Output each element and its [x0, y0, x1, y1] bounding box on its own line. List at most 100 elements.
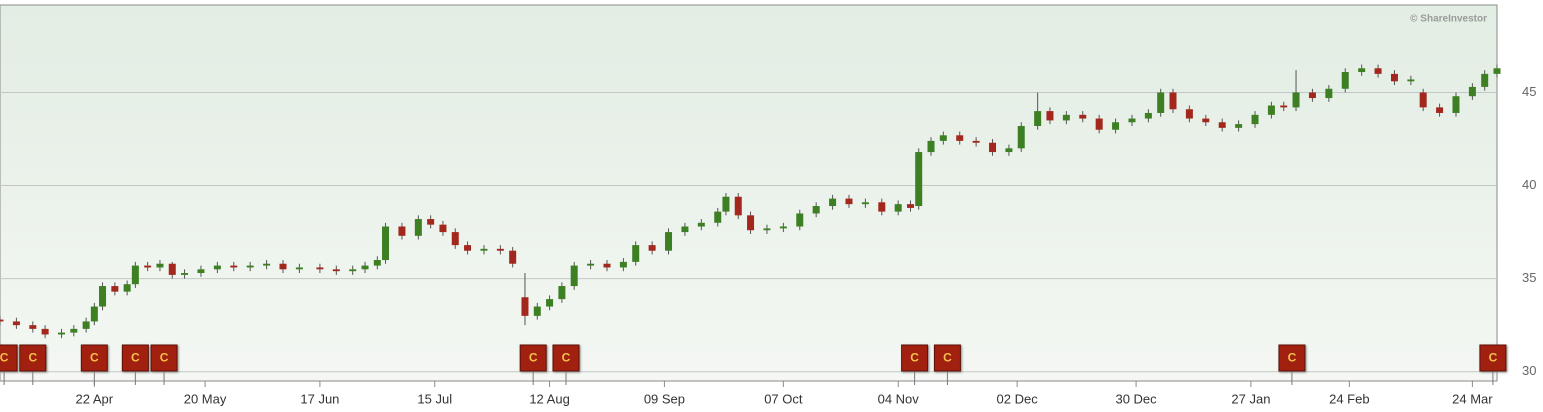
candle-body: [1079, 114, 1087, 119]
candle-body: [619, 261, 627, 268]
candle-body: [1292, 92, 1300, 108]
candle-body: [697, 222, 705, 227]
candle-body: [1112, 122, 1120, 130]
candle-body: [168, 263, 176, 275]
candle-body: [1128, 118, 1136, 123]
candle-body: [861, 202, 869, 205]
candle-body: [603, 263, 611, 268]
candle-body: [279, 263, 287, 270]
candle-body: [111, 286, 119, 292]
candle-body: [12, 321, 20, 326]
candle-body: [972, 140, 980, 143]
x-tick-label: 24 Mar: [1452, 391, 1493, 406]
event-label: C: [28, 351, 37, 365]
candle-body: [1169, 92, 1177, 110]
candle-body: [1325, 88, 1333, 99]
candle-body: [533, 306, 541, 316]
event-marker: [933, 344, 961, 372]
event-label: C: [1489, 351, 1498, 365]
candle-body: [82, 321, 90, 329]
candle-body: [414, 219, 422, 236]
candle-body: [1419, 92, 1427, 108]
y-tick-label: 45: [1522, 84, 1536, 99]
x-tick-label: 09 Sep: [644, 391, 685, 406]
candle-body: [812, 206, 820, 214]
candle-body: [779, 226, 787, 229]
candle-body: [956, 135, 964, 141]
x-tick-label: 02 Dec: [997, 391, 1039, 406]
candle-body: [509, 250, 517, 264]
candle-body: [156, 263, 164, 268]
x-tick-label: 24 Feb: [1329, 391, 1369, 406]
candle-body: [263, 263, 271, 266]
candle-body: [1157, 92, 1165, 113]
event-label: C: [562, 351, 571, 365]
candle-body: [382, 226, 390, 261]
candle-body: [1144, 112, 1152, 119]
candle-body: [197, 269, 205, 274]
candle-body: [1034, 111, 1042, 126]
candle-body: [546, 299, 554, 307]
event-label: C: [90, 351, 99, 365]
candle-body: [398, 226, 406, 236]
candle-body: [587, 263, 595, 266]
y-tick-label: 35: [1522, 270, 1536, 285]
candle-body: [1062, 114, 1070, 121]
x-tick-label: 22 Apr: [76, 391, 114, 406]
candle-body: [747, 215, 755, 231]
event-label: C: [910, 351, 919, 365]
x-tick-label: 12 Aug: [529, 391, 570, 406]
candle-body: [722, 196, 730, 212]
event-label: C: [131, 351, 140, 365]
candle-body: [41, 328, 49, 335]
candle-body: [1481, 73, 1489, 87]
candle-body: [1493, 68, 1501, 74]
candle-body: [332, 269, 340, 272]
candle-body: [894, 204, 902, 212]
candle-body: [1267, 105, 1275, 115]
candle-body: [1218, 122, 1226, 128]
candle-body: [1407, 79, 1415, 82]
candle-body: [570, 265, 578, 287]
candle-body: [373, 260, 381, 266]
event-marker: [901, 344, 929, 372]
candle-body: [927, 140, 935, 153]
candle-body: [181, 273, 189, 275]
candle-body: [521, 297, 529, 316]
x-tick-label: 20 May: [184, 391, 227, 406]
event-marker: [150, 344, 178, 372]
candle-body: [480, 248, 488, 251]
candle-body: [1358, 68, 1366, 73]
candle-body: [1095, 118, 1103, 130]
candle-body: [1046, 111, 1054, 121]
candle-body: [939, 135, 947, 141]
candle-body: [58, 332, 66, 335]
candle-body: [1308, 92, 1316, 99]
candle-body: [1436, 107, 1444, 113]
candle-body: [763, 228, 771, 231]
candle-body: [144, 265, 152, 268]
event-marker: [19, 344, 47, 372]
candle-body: [70, 328, 78, 333]
x-tick-label: 30 Dec: [1115, 391, 1157, 406]
x-tick-label: 07 Oct: [764, 391, 803, 406]
event-marker: [1278, 344, 1306, 372]
candle-body: [131, 265, 139, 285]
candle-body: [1452, 96, 1460, 113]
x-tick-label: 17 Jun: [300, 391, 339, 406]
candle-body: [989, 142, 997, 153]
candle-body: [230, 265, 238, 268]
candle-body: [648, 245, 656, 251]
y-tick-label: 30: [1522, 363, 1536, 378]
candle-body: [496, 248, 504, 251]
plot-area: [0, 4, 1498, 382]
candle-body: [1390, 73, 1398, 82]
candle-body: [99, 286, 107, 307]
candle-body: [0, 319, 4, 322]
candle-body: [1251, 114, 1259, 125]
candle-body: [1017, 125, 1025, 149]
candle-body: [1005, 148, 1013, 153]
event-label: C: [1288, 351, 1297, 365]
candle-body: [1185, 109, 1193, 119]
